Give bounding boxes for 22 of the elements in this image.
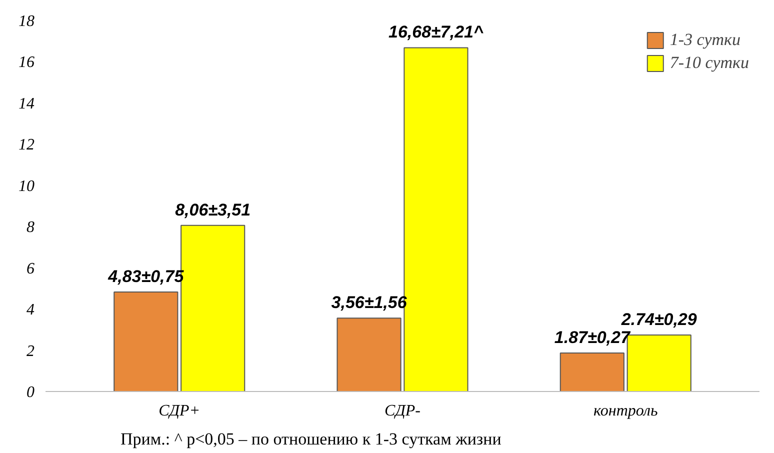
bar [560,352,624,392]
bar [114,291,178,392]
text: Прим.: ^ p<0,05 – по отношению к 1-3 суткам жизни [120,430,502,448]
y-tick-label: 0 [26,384,34,401]
y-tick-label: 16 [18,54,34,72]
legend-label: 7-10 сутки [670,53,749,73]
x-tick-label: СДР+ [158,402,200,420]
x-tick-label: СДР- [384,402,420,420]
y-tick-label: 8 [26,219,34,236]
y-tick-label: 10 [18,178,34,195]
y-tick-label: 6 [26,260,34,278]
bar [336,318,402,392]
data-label: 2.74±0,29 [620,310,698,330]
y-tick-label: 12 [18,136,34,154]
y-tick-label: 4 [26,302,34,319]
y-tick-label: 14 [18,95,34,112]
y-tick-label: 2 [26,342,34,360]
x-tick-label: контроль [594,402,658,420]
data-label: 16,68±7,21^ [388,22,484,42]
y-tick-label: 18 [18,13,34,30]
legend-label: 1-3 сутки [670,30,740,50]
data-label: 8,06±3,51 [175,200,251,220]
